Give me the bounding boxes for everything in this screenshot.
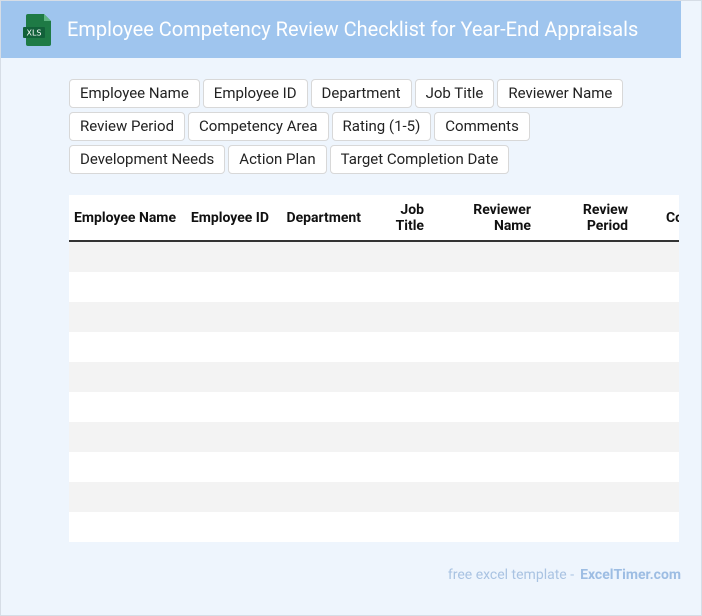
column-header: Reviewer Name — [473, 201, 531, 234]
table-row — [69, 302, 679, 332]
tag[interactable]: Job Title — [414, 79, 495, 108]
table-row — [69, 272, 679, 302]
column-header: Review Period — [582, 201, 628, 234]
tag[interactable]: Action Plan — [228, 145, 327, 174]
footer-text: free excel template - — [447, 567, 575, 583]
table-row — [69, 392, 679, 422]
column-header: Job Title — [395, 201, 424, 234]
tag[interactable]: Rating (1-5) — [331, 112, 432, 141]
footer: free excel template - ExcelTimer.com — [448, 567, 681, 583]
table-row — [69, 242, 679, 272]
icon-label: XLS — [26, 29, 41, 38]
table: Employee Name Employee ID Department Job Ti… — [69, 195, 679, 542]
tag[interactable]: Employee Name — [69, 79, 200, 108]
column-header: Department — [286, 209, 361, 226]
table-header: Employee Name Employee ID Department Job Ti… — [69, 195, 679, 242]
tag[interactable]: Reviewer Name — [497, 79, 624, 108]
column-header: Employee Name — [74, 209, 176, 226]
tag[interactable]: Review Period — [69, 112, 186, 141]
table-row — [69, 422, 679, 452]
table-row — [69, 362, 679, 392]
tag[interactable]: Target Completion Date — [329, 145, 510, 174]
footer-brand[interactable]: ExcelTimer.com — [580, 567, 681, 583]
column-header: Competency Area — [665, 209, 679, 226]
table-body — [69, 242, 679, 542]
tag[interactable]: Competency Area — [188, 112, 329, 141]
tag[interactable]: Comments — [434, 112, 530, 141]
title: Employee Competency Review Checklist for… — [67, 17, 639, 41]
tag[interactable]: Development Needs — [69, 145, 226, 174]
table-row — [69, 452, 679, 482]
column-header: Employee ID — [190, 209, 269, 226]
tag[interactable]: Employee ID — [202, 79, 308, 108]
table-row — [69, 512, 679, 542]
tag[interactable]: Department — [310, 79, 412, 108]
table-row — [69, 482, 679, 512]
header: XLS Employee Competency Review Checklist… — [1, 1, 681, 58]
tag-list: Employee Name Employee ID Department Job Ti… — [69, 79, 689, 174]
xls-icon: XLS — [23, 14, 51, 46]
table-row — [69, 332, 679, 362]
